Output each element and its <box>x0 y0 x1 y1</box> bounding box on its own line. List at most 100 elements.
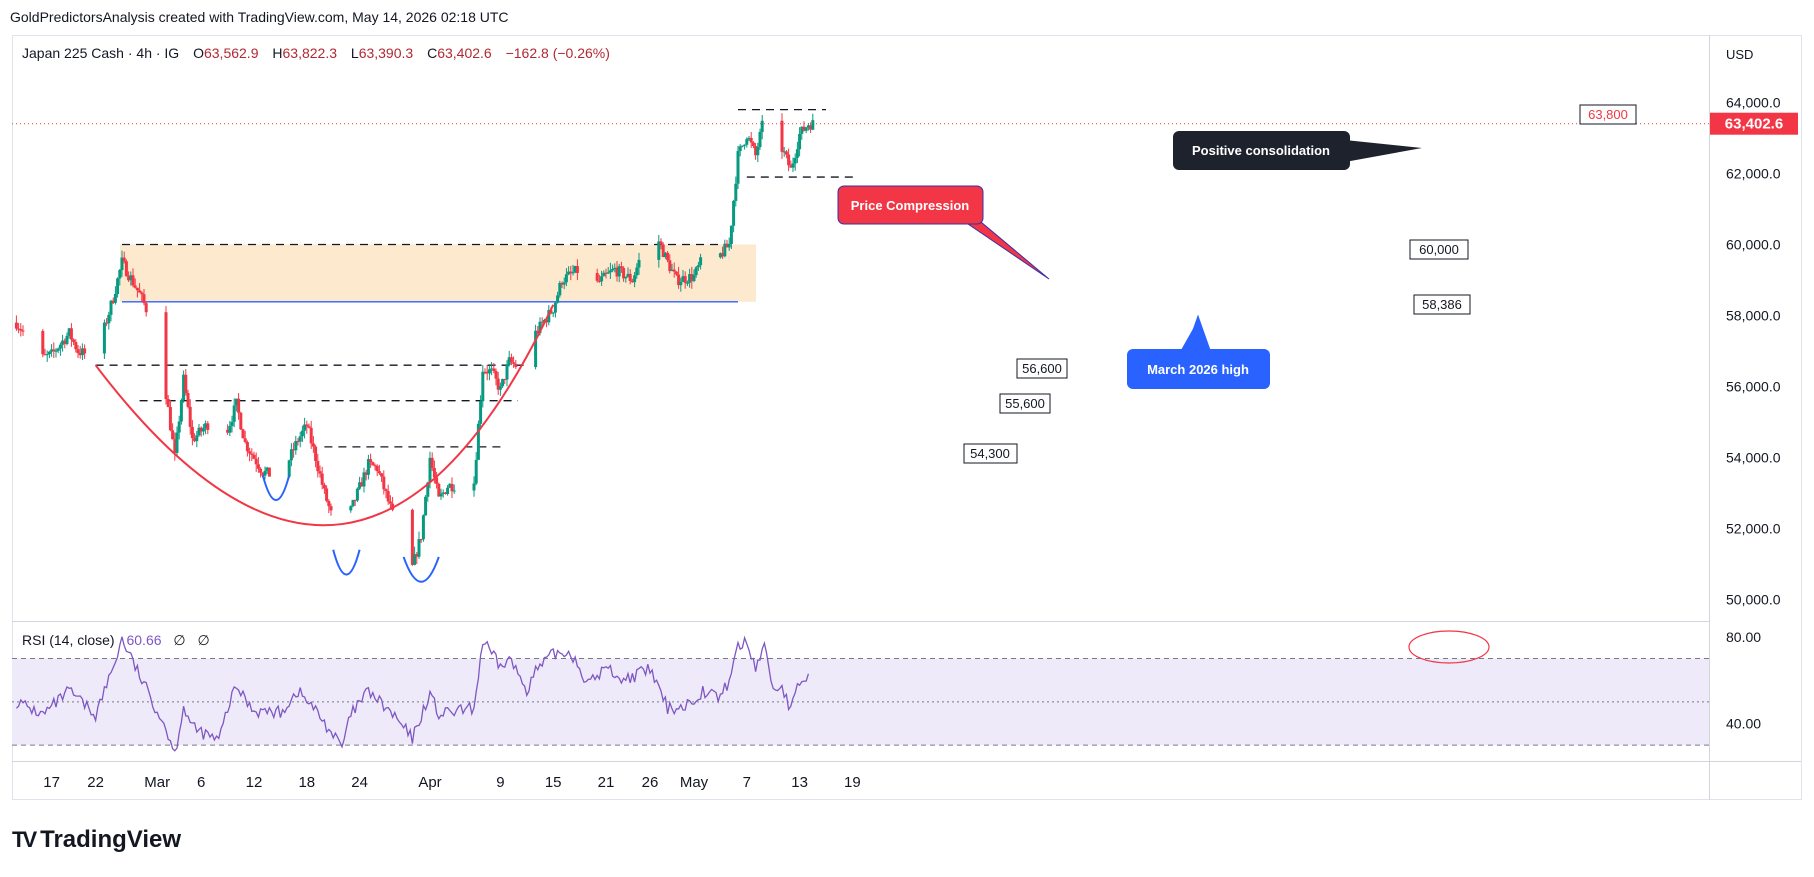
candle <box>782 151 786 153</box>
candle <box>366 459 370 475</box>
candle <box>553 302 557 313</box>
level-label-58386[interactable]: 58,386 <box>1413 294 1471 315</box>
candle <box>65 335 69 344</box>
candle <box>177 421 181 433</box>
candle <box>265 467 269 471</box>
rsi-band <box>12 658 1709 746</box>
candle <box>472 483 476 491</box>
chart-frame <box>12 35 1802 800</box>
symbol-legend: Japan 225 Cash · 4h · IG O63,562.9 H63,8… <box>22 45 610 61</box>
candle <box>685 282 689 284</box>
candle <box>635 267 639 276</box>
candle <box>226 429 230 433</box>
candle <box>184 374 188 394</box>
candle <box>734 183 738 201</box>
candle <box>303 424 307 431</box>
candle <box>604 272 608 274</box>
candle <box>428 457 432 483</box>
candle <box>736 151 740 184</box>
time-tick-label: 22 <box>87 774 104 791</box>
currency-label[interactable]: USD <box>1726 47 1753 62</box>
candle <box>679 281 683 286</box>
candle <box>234 398 238 406</box>
candle <box>723 243 727 257</box>
candle <box>426 482 430 497</box>
candle <box>780 120 784 152</box>
candle <box>267 467 271 477</box>
candle <box>102 322 106 354</box>
level-label-63800[interactable]: 63,800 <box>1579 104 1637 125</box>
candle <box>481 371 485 402</box>
tradingview-logo[interactable]: TV TradingView <box>12 826 181 854</box>
candle <box>795 149 799 158</box>
candle <box>672 269 676 272</box>
price-compression-callout[interactable]: Price Compression <box>837 185 1050 280</box>
candle <box>120 257 124 271</box>
candle <box>263 470 267 476</box>
candle <box>811 120 815 130</box>
candle <box>61 340 65 345</box>
candle <box>800 126 804 134</box>
candle <box>74 341 78 350</box>
candle <box>498 386 502 390</box>
candle <box>69 328 73 340</box>
candle <box>311 443 315 447</box>
candle <box>173 439 177 453</box>
level-label-60000[interactable]: 60,000 <box>1409 239 1469 260</box>
candle <box>360 482 364 487</box>
level-label-54300[interactable]: 54,300 <box>963 443 1018 464</box>
march-high-callout[interactable]: March 2026 high <box>1127 314 1270 389</box>
candle <box>116 278 120 294</box>
candle <box>307 426 311 428</box>
price-tick-label: 58,000.0 <box>1726 308 1781 324</box>
candle <box>694 267 698 276</box>
rsi-axis[interactable]: 80.00 40.00 <box>1726 629 1761 732</box>
candle <box>168 406 172 431</box>
price-tick-label: 62,000.0 <box>1726 166 1781 182</box>
candle <box>474 459 478 484</box>
time-tick-label: 15 <box>545 774 562 791</box>
time-tick-label: 19 <box>844 774 861 791</box>
level-label-56600[interactable]: 56,600 <box>1016 358 1068 379</box>
candle <box>351 499 355 507</box>
candle <box>287 460 291 477</box>
candle <box>740 145 744 147</box>
candle <box>738 146 742 152</box>
candle <box>241 429 245 439</box>
candle <box>237 398 241 413</box>
candle <box>362 472 366 487</box>
candle <box>432 468 436 478</box>
candle <box>696 265 700 268</box>
last-price-tag[interactable]: 63,402.6 <box>1710 112 1798 135</box>
candle <box>602 272 606 277</box>
candle <box>127 276 131 281</box>
candle <box>298 436 302 442</box>
candle <box>76 349 80 354</box>
candle <box>135 287 139 291</box>
candle <box>496 378 500 390</box>
candle <box>133 285 137 288</box>
candle <box>747 137 751 140</box>
positive-consolidation-callout[interactable]: Positive consolidation <box>1173 131 1422 170</box>
candle <box>289 449 293 461</box>
candle <box>745 139 749 145</box>
candle <box>131 275 135 286</box>
candle <box>538 321 542 334</box>
candle <box>597 280 601 282</box>
price-axis[interactable]: 64,000.0 62,000.0 60,000.0 58,000.0 56,000.0… <box>1726 95 1781 608</box>
candle <box>657 241 661 260</box>
candle <box>558 282 562 296</box>
candle <box>47 351 51 355</box>
level-label-55600[interactable]: 55,600 <box>999 393 1051 414</box>
blue-arc-3 <box>402 556 440 583</box>
candle <box>619 266 623 269</box>
candle <box>721 253 725 257</box>
time-axis[interactable]: 17 22 Mar 6 12 18 24 Apr 9 15 21 26 May 7 13 19 <box>43 774 860 791</box>
candle <box>43 354 47 356</box>
candle <box>318 471 322 474</box>
candle <box>615 267 619 277</box>
candle <box>41 330 45 355</box>
candle <box>575 266 579 274</box>
candle <box>681 276 685 282</box>
